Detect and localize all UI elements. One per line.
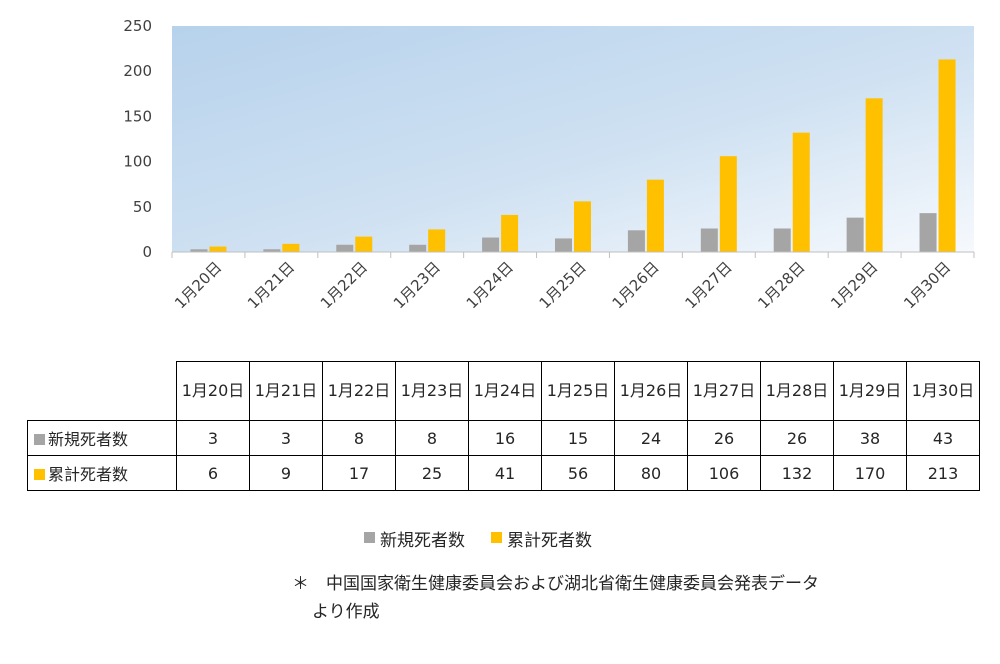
table-cell: 80 [614,455,688,491]
legend-item-cumulative-deaths: 累計死者数 [491,526,592,551]
data-table: 1月20日 1月21日 1月22日 1月23日 1月24日 1月25日 1月26日 1月27日… [27,361,980,491]
table-cell: 106 [687,455,761,491]
bar-cumulative-deaths [792,132,810,252]
x-tick-label: 1月26日 [609,258,663,312]
table-header-row: 1月20日 1月21日 1月22日 1月23日 1月24日 1月25日 1月26日 1月27日… [27,361,980,421]
table-swatch [34,469,45,480]
y-tick-label: 200 [123,62,152,80]
table-cell: 9 [249,455,323,491]
table-cell: 25 [395,455,469,491]
x-tick-label: 1月23日 [390,258,444,312]
legend-swatch [364,532,375,543]
table-cell: 3 [249,420,323,456]
table-cell: 3 [176,420,250,456]
bar-cumulative-deaths [355,236,373,252]
table-cell: 8 [322,420,396,456]
table-header-cell: 1月23日 [395,361,469,421]
bar-cumulative-deaths [501,214,519,252]
table-cell: 38 [833,420,907,456]
bar-new-deaths [555,238,572,252]
source-note-line2: より作成 [312,602,380,622]
legend-item-new-deaths: 新規死者数 [364,526,465,551]
table-row: 新規死者数 3 3 8 8 16 15 24 26 26 38 43 [27,420,980,456]
table-corner [27,361,177,421]
table-row-header: 新規死者数 [27,420,177,456]
x-tick-label: 1月24日 [463,258,517,312]
x-tick-label: 1月30日 [900,258,954,312]
y-tick-label: 150 [123,107,152,125]
table-header-cell: 1月22日 [322,361,396,421]
bar-new-deaths [846,217,864,252]
y-tick-label: 250 [123,17,152,35]
table-cell: 213 [906,455,980,491]
table-cell: 26 [760,420,834,456]
bar-cumulative-deaths [574,201,591,252]
x-axis-ticks [171,252,975,258]
x-tick-label: 1月21日 [244,258,298,312]
table-header-cell: 1月28日 [760,361,834,421]
bar-cumulative-deaths [209,246,227,252]
table-header-cell: 1月26日 [614,361,688,421]
bar-new-deaths [627,230,645,252]
x-tick-label: 1月29日 [827,258,881,312]
table-cell: 43 [906,420,980,456]
table-header-cell: 1月30日 [906,361,980,421]
legend-swatch [491,532,502,543]
x-tick-label: 1月28日 [754,258,808,312]
table-header-cell: 1月21日 [249,361,323,421]
chart: 0 50 100 150 200 250 1月20日 1月21日 1月22日 1月23日 1月24… [123,17,975,312]
table-row-label: 新規死者数 [48,430,129,449]
table-cell: 170 [833,455,907,491]
bar-cumulative-deaths [428,229,446,252]
legend-label: 累計死者数 [507,531,592,551]
source-note: ＊ 中国国家衛生健康委員会および湖北省衛生健康委員会発表データ より作成 [292,570,992,626]
table-swatch [34,434,45,445]
y-tick-label: 100 [123,153,152,171]
table-header-cell: 1月27日 [687,361,761,421]
legend: 新規死者数 累計死者数 [364,526,592,551]
table-header-cell: 1月24日 [468,361,542,421]
table-cell: 16 [468,420,542,456]
plot-area [172,26,974,252]
bar-new-deaths [263,249,281,252]
x-tick-label: 1月22日 [317,258,371,312]
table-header-cell: 1月20日 [176,361,250,421]
table-cell: 56 [541,455,615,491]
bar-cumulative-deaths [646,179,664,252]
bar-cumulative-deaths [282,243,300,252]
table-cell: 8 [395,420,469,456]
bars [190,59,956,253]
bar-new-deaths [700,228,718,252]
y-tick-label: 0 [142,243,152,261]
table-row-label: 累計死者数 [48,465,129,484]
bar-new-deaths [773,228,791,252]
table-cell: 6 [176,455,250,491]
table-header-cell: 1月29日 [833,361,907,421]
table-row-header: 累計死者数 [27,455,177,491]
x-axis: 1月20日 1月21日 1月22日 1月23日 1月24日 1月25日 1月26日 1月27日… [171,258,954,312]
x-tick-label: 1月27日 [681,258,735,312]
bar-new-deaths [919,213,937,252]
table-cell: 15 [541,420,615,456]
bar-new-deaths [482,237,500,252]
table-header-cell: 1月25日 [541,361,615,421]
x-tick-label: 1月25日 [536,258,590,312]
table-cell: 132 [760,455,834,491]
x-tick-label: 1月20日 [171,258,225,312]
table-cell: 26 [687,420,761,456]
table-cell: 24 [614,420,688,456]
table-row: 累計死者数 6 9 17 25 41 56 80 106 132 170 213 [27,455,980,491]
bar-cumulative-deaths [719,156,737,252]
legend-label: 新規死者数 [380,531,465,551]
table-cell: 41 [468,455,542,491]
bar-cumulative-deaths [865,98,883,252]
bar-new-deaths [409,244,427,252]
y-axis: 0 50 100 150 200 250 [123,17,152,261]
bar-new-deaths [336,244,354,252]
bar-cumulative-deaths [938,59,956,253]
source-note-line1: ＊ 中国国家衛生健康委員会および湖北省衛生健康委員会発表データ [292,574,819,594]
table-cell: 17 [322,455,396,491]
bar-new-deaths [190,249,208,252]
y-tick-label: 50 [133,198,152,216]
